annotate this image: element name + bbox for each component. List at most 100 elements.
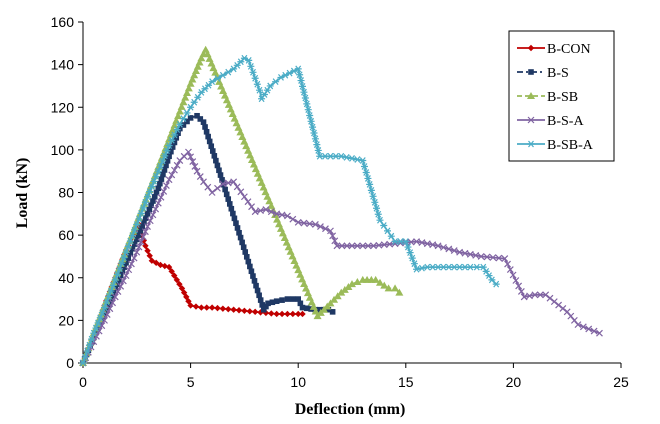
- data-point: [364, 175, 372, 182]
- data-point: [190, 71, 199, 79]
- data-point: [555, 301, 563, 309]
- data-point: [98, 322, 106, 330]
- data-point: [139, 223, 145, 230]
- data-point: [596, 329, 603, 337]
- data-point: [374, 210, 382, 218]
- data-point: [114, 288, 122, 296]
- y-tick-label: 100: [51, 142, 75, 158]
- data-point: [222, 186, 228, 193]
- data-point: [550, 298, 558, 306]
- data-point: [299, 310, 306, 318]
- data-point: [107, 298, 113, 304]
- data-point: [144, 223, 151, 231]
- data-point: [259, 302, 266, 308]
- legend-label: B-S: [547, 66, 569, 81]
- data-point: [226, 201, 233, 207]
- data-point: [278, 211, 286, 219]
- data-point: [186, 79, 195, 87]
- data-point: [133, 248, 141, 256]
- data-point: [160, 171, 166, 178]
- data-point: [165, 142, 173, 149]
- data-point: [208, 189, 216, 196]
- data-point: [159, 157, 167, 165]
- data-point: [531, 291, 539, 299]
- data-point: [173, 276, 181, 284]
- data-point: [148, 202, 154, 209]
- data-point: [177, 125, 183, 132]
- x-tick-label: 25: [613, 374, 629, 390]
- data-point: [179, 98, 188, 106]
- data-point: [294, 218, 302, 226]
- legend-marker: [527, 140, 535, 148]
- data-point: [241, 307, 248, 314]
- data-point: [135, 243, 143, 251]
- data-point: [373, 204, 381, 212]
- data-point: [150, 198, 156, 204]
- data-point: [240, 193, 248, 201]
- data-point: [157, 180, 163, 187]
- data-point: [230, 178, 238, 186]
- data-point: [141, 219, 147, 226]
- data-point: [273, 210, 281, 218]
- data-point: [445, 245, 453, 253]
- data-point: [163, 162, 169, 169]
- data-point: [263, 86, 271, 94]
- data-point: [343, 153, 351, 161]
- data-point: [311, 135, 319, 143]
- legend-item-b-s-a: B-S-A: [517, 114, 584, 129]
- data-point: [139, 233, 147, 241]
- data-point: [233, 183, 241, 191]
- data-point: [353, 242, 361, 250]
- data-point: [242, 249, 249, 255]
- data-point: [456, 248, 464, 256]
- data-point: [290, 296, 296, 302]
- data-point: [263, 303, 269, 310]
- data-point: [111, 276, 119, 284]
- data-point: [183, 109, 191, 117]
- data-point: [325, 306, 332, 313]
- data-point: [123, 260, 129, 266]
- data-point: [404, 243, 412, 251]
- data-point: [337, 152, 345, 160]
- data-point: [183, 293, 190, 301]
- data-point: [194, 93, 202, 101]
- legend-label: B-S-A: [547, 114, 584, 129]
- data-point: [203, 304, 210, 311]
- data-point: [189, 158, 197, 166]
- data-point: [198, 304, 205, 311]
- data-point: [139, 204, 147, 212]
- data-point: [380, 281, 389, 289]
- data-point: [197, 54, 206, 62]
- data-point: [146, 206, 153, 213]
- data-point: [154, 167, 162, 175]
- data-point: [165, 176, 173, 184]
- data-point: [165, 263, 173, 271]
- data-point: [137, 238, 145, 246]
- data-point: [146, 217, 154, 225]
- data-point: [440, 243, 447, 251]
- data-point: [166, 130, 175, 138]
- data-point: [146, 188, 154, 196]
- tick-labels: 0 20 40 60 80 100 120 140 160 0 5 10 15 20 25: [51, 14, 629, 390]
- data-point: [353, 156, 361, 163]
- data-point: [327, 227, 334, 235]
- data-point: [130, 254, 138, 262]
- data-point: [174, 112, 183, 120]
- data-point: [248, 203, 255, 211]
- data-point: [477, 253, 485, 260]
- data-point: [181, 93, 190, 101]
- data-point: [375, 278, 384, 286]
- data-point: [118, 259, 126, 267]
- data-point: [585, 325, 593, 333]
- data-point: [517, 288, 525, 295]
- data-point: [239, 239, 245, 246]
- data-point: [161, 262, 168, 270]
- data-point: [251, 74, 259, 82]
- data-point: [135, 215, 143, 223]
- data-point: [114, 281, 120, 287]
- data-point: [362, 169, 370, 176]
- data-point: [243, 254, 250, 260]
- x-tick-label: 0: [79, 374, 87, 390]
- data-point: [333, 292, 342, 300]
- data-point: [495, 254, 503, 262]
